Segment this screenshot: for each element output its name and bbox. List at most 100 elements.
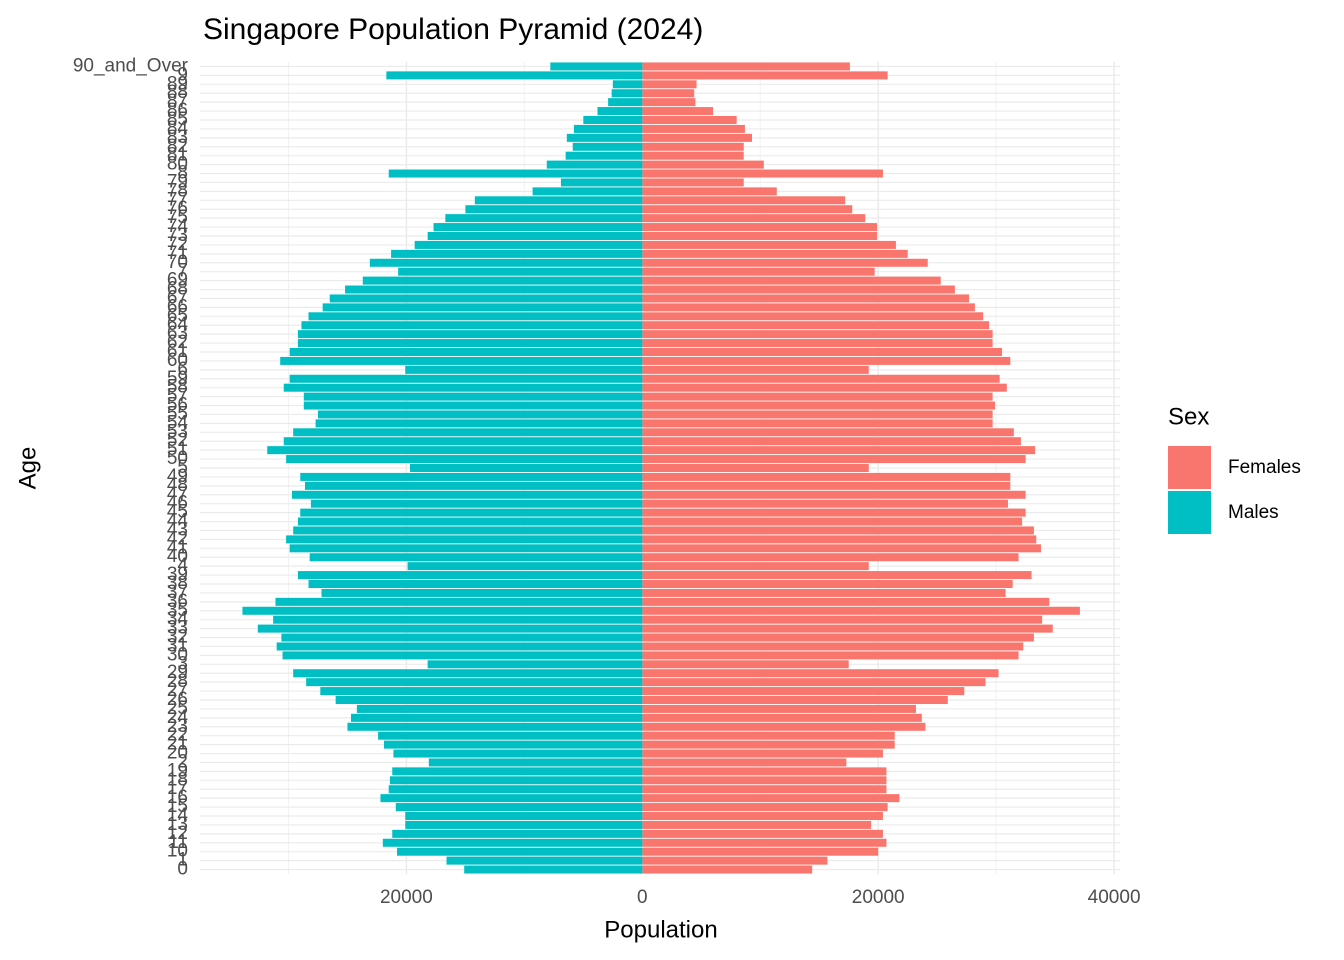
bar: [642, 267, 875, 276]
bar: [405, 811, 643, 821]
y-tick-label: 31: [167, 635, 188, 656]
bar: [642, 80, 697, 89]
bar: [396, 847, 643, 856]
y-tick-label: 86: [167, 100, 188, 121]
y-tick-label: 83: [167, 127, 188, 148]
y-tick-label: 50: [167, 448, 188, 469]
bar: [608, 98, 643, 107]
bar: [642, 722, 926, 731]
bar: [474, 196, 643, 205]
y-tick-label: 73: [167, 225, 188, 246]
y-tick-label: 6: [177, 359, 188, 380]
bar: [310, 499, 643, 508]
bar: [642, 428, 1014, 437]
y-tick-label: 37: [167, 582, 188, 603]
legend-label: Males: [1228, 502, 1279, 523]
y-tick-label: 24: [167, 707, 189, 728]
bar: [642, 713, 922, 722]
bar: [642, 437, 1021, 446]
y-tick-label: 12: [167, 823, 188, 844]
bar: [642, 615, 1043, 624]
x-tick-label: 20000: [852, 887, 905, 908]
bar: [293, 669, 643, 678]
bar: [642, 606, 1080, 615]
y-tick-label: 77: [167, 189, 188, 210]
bar: [414, 240, 643, 249]
bar: [642, 330, 993, 339]
y-tick-label: 90_and_Over: [73, 55, 189, 76]
bar: [642, 374, 1000, 383]
y-tick-label: 65: [167, 305, 188, 326]
y-tick-label: 21: [167, 734, 188, 755]
bar: [345, 285, 643, 294]
bar: [275, 597, 643, 606]
y-tick-label: 88: [167, 82, 188, 103]
bar: [433, 223, 643, 232]
bar: [267, 446, 643, 455]
bar: [642, 731, 895, 740]
bar: [356, 704, 643, 713]
bar: [335, 695, 643, 705]
y-tick-label: 70: [167, 252, 188, 273]
bar: [282, 651, 643, 660]
bar: [642, 89, 695, 98]
bar: [642, 392, 993, 401]
bar: [642, 508, 1026, 517]
y-tick-label: 87: [167, 91, 188, 112]
y-tick-label: 71: [167, 243, 188, 264]
y-tick-label: 36: [167, 591, 188, 612]
bar: [322, 303, 643, 312]
y-tick-label: 3: [177, 653, 188, 674]
y-tick-label: 26: [167, 689, 188, 710]
y-tick-label: 54: [167, 412, 189, 433]
bar: [642, 463, 869, 473]
bar: [242, 606, 643, 615]
bar: [642, 107, 714, 116]
y-tick-label: 69: [167, 270, 188, 291]
bar: [642, 579, 1013, 589]
y-tick-label: 25: [167, 698, 188, 719]
labels: 20000 0 20000 40000011011121314151617181922…: [73, 55, 1141, 908]
y-tick-label: 81: [167, 145, 188, 166]
bar: [642, 214, 866, 223]
bar: [329, 294, 643, 303]
bar: [642, 794, 900, 803]
bar: [300, 472, 643, 481]
bar: [642, 856, 828, 865]
y-tick-label: 4: [177, 555, 188, 576]
bar: [369, 258, 643, 267]
y-tick-label: 10: [167, 841, 188, 862]
y-tick-label: 60: [167, 350, 188, 371]
y-tick-label: 78: [167, 180, 188, 201]
bar: [642, 490, 1026, 499]
bar: [297, 330, 643, 339]
y-tick-label: 53: [167, 421, 188, 442]
y-tick-label: 63: [167, 323, 188, 344]
bar: [317, 410, 643, 419]
bar: [642, 276, 941, 285]
bar: [292, 490, 643, 499]
bar: [642, 481, 1011, 490]
bar: [289, 347, 643, 357]
bar: [642, 312, 984, 321]
bar: [276, 642, 643, 651]
bar: [293, 428, 643, 437]
x-axis-label: Population: [604, 916, 717, 943]
y-tick-label: 13: [167, 814, 188, 835]
bar: [642, 588, 1006, 597]
bar: [393, 749, 643, 758]
y-tick-label: 32: [167, 627, 188, 648]
bar: [286, 535, 643, 544]
y-tick-label: 64: [167, 314, 189, 335]
legend: Females Males: [1168, 446, 1301, 534]
bars: [242, 62, 1080, 874]
y-tick-label: 9: [177, 64, 188, 85]
bar: [642, 758, 847, 767]
bar: [289, 374, 643, 383]
y-tick-label: 61: [167, 341, 188, 362]
y-tick-label: 41: [167, 537, 188, 558]
bar: [398, 267, 643, 276]
bar: [405, 365, 643, 374]
bar: [428, 758, 643, 767]
